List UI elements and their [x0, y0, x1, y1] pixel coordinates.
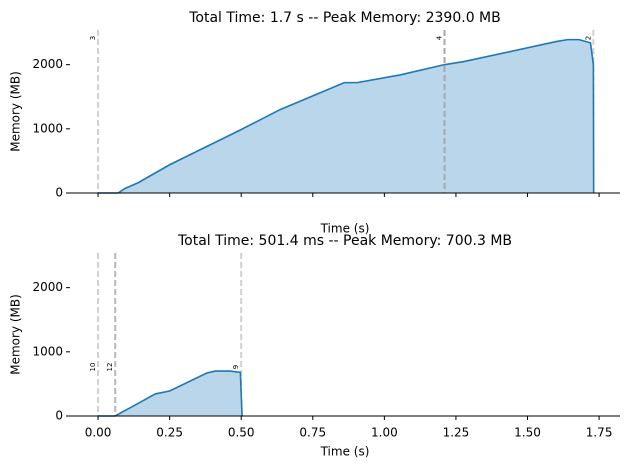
marker-label: 9 — [232, 365, 240, 369]
memory-line — [98, 38, 595, 194]
y-tick-label: 0 — [55, 186, 63, 200]
y-axis-label: Memory (MB) — [9, 71, 23, 152]
chart-title: Total Time: 501.4 ms -- Peak Memory: 700… — [177, 233, 512, 249]
x-tick-label: 1.75 — [586, 426, 613, 440]
y-tick-label: 0 — [55, 409, 63, 423]
chart-title: Total Time: 1.7 s -- Peak Memory: 2390.0… — [188, 10, 501, 26]
marker-label: 10 — [89, 363, 97, 372]
marker-label: 12 — [106, 363, 114, 372]
y-tick-label: 2000 — [32, 280, 63, 294]
y-axis-label: Memory (MB) — [9, 294, 23, 375]
memory-area — [98, 39, 594, 194]
y-tick-label: 1000 — [32, 121, 63, 135]
x-tick-label: 0.25 — [156, 426, 183, 440]
y-tick-label: 2000 — [32, 57, 63, 71]
x-tick-label: 1.50 — [514, 426, 541, 440]
x-axis-label: Time (s) — [320, 445, 370, 459]
marker-label: 3 — [89, 36, 97, 40]
x-tick-label: 1.25 — [443, 426, 470, 440]
marker-label: 4 — [435, 35, 443, 40]
y-tick-label: 1000 — [32, 344, 63, 358]
memory-line — [98, 370, 243, 417]
x-tick-label: 1.00 — [371, 426, 398, 440]
marker-label: 2 — [584, 36, 592, 40]
memory-area — [98, 371, 243, 416]
x-tick-label: 0.75 — [299, 426, 326, 440]
x-axis-label: Time (s) — [320, 222, 370, 236]
x-tick-label: 0.00 — [85, 426, 112, 440]
x-tick-label: 0.50 — [228, 426, 255, 440]
